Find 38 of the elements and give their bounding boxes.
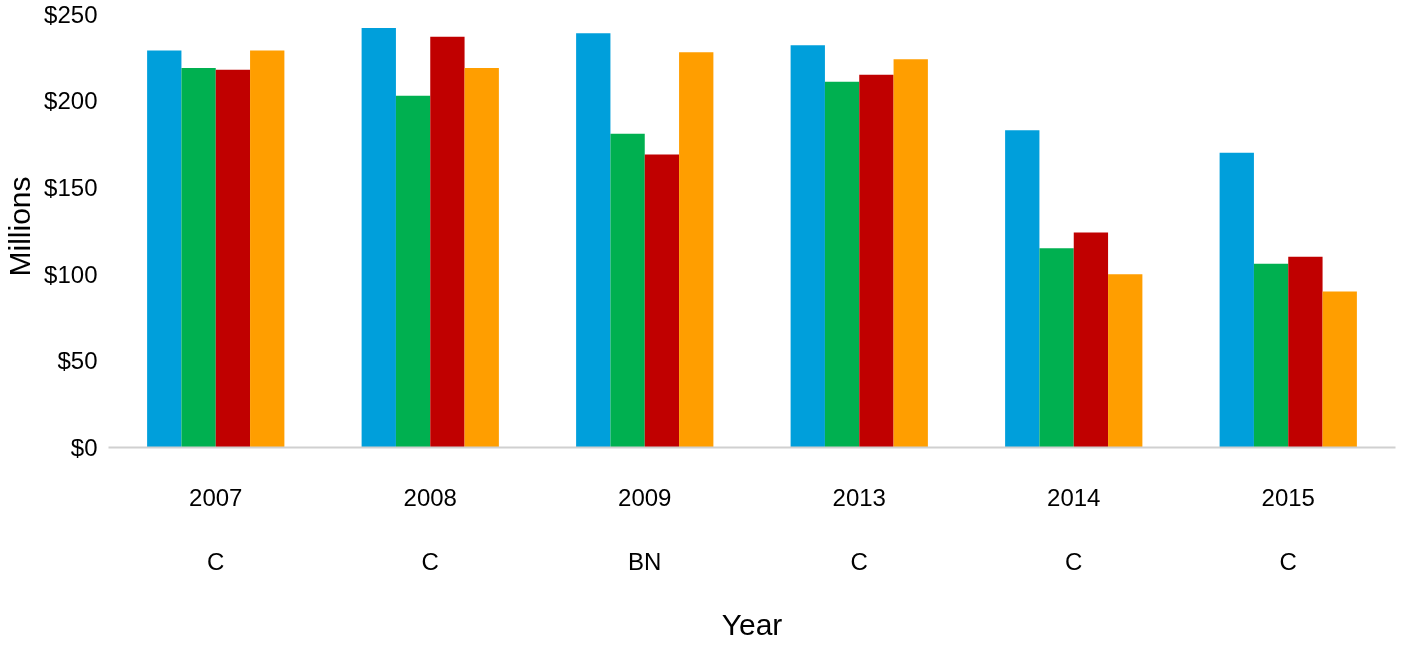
category-label: 2008 C	[403, 483, 457, 576]
y-axis-title: Millions	[3, 176, 37, 277]
bar	[181, 67, 216, 448]
bar	[1288, 256, 1323, 448]
bar	[576, 33, 611, 448]
bar	[464, 67, 499, 448]
bar	[1219, 152, 1254, 448]
bar	[893, 59, 928, 448]
bar	[859, 74, 894, 448]
bar	[1253, 263, 1289, 448]
y-tick-label: $250	[44, 0, 98, 28]
y-tick-label: $0	[70, 434, 98, 461]
category-label: 2007 C	[189, 483, 243, 576]
y-tick-label: $100	[44, 260, 98, 288]
bar	[679, 52, 714, 448]
bar	[395, 95, 431, 448]
bar	[215, 69, 251, 448]
bar	[250, 50, 285, 448]
bar	[1322, 291, 1357, 448]
bar	[1108, 274, 1143, 448]
bar	[824, 81, 860, 448]
bar	[1073, 232, 1109, 448]
bar	[147, 50, 182, 448]
y-tick-label: $150	[44, 174, 98, 201]
x-axis-title: Year	[721, 608, 783, 642]
bar	[790, 45, 825, 448]
y-tick-label: $50	[57, 347, 98, 375]
bar	[361, 28, 396, 448]
category-label: 2015 C	[1261, 483, 1315, 576]
y-tick-label: $200	[44, 87, 98, 115]
bar	[610, 133, 645, 448]
bar	[1039, 248, 1074, 448]
category-label: 2009 BN	[618, 483, 672, 576]
bar	[1005, 130, 1040, 448]
category-label: 2013 C	[832, 483, 886, 576]
bar	[644, 154, 680, 448]
bar	[430, 36, 465, 448]
category-label: 2014 C	[1047, 483, 1101, 576]
